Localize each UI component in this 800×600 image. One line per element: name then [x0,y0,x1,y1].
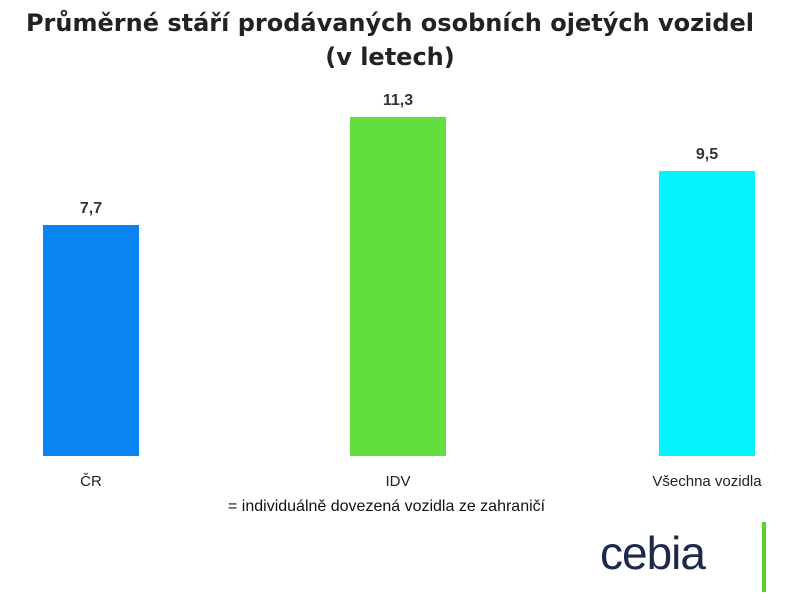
data-label-idv: 11,3 [383,92,413,109]
category-labels-group: ČR IDV Všechna vozidla [80,473,762,490]
bar-idv [350,117,446,456]
data-label-vsechna-vozidla: 9,5 [696,146,718,163]
chart-title-line-2: (v letech) [325,43,455,71]
data-label-cr: 7,7 [80,200,102,217]
category-label-idv: IDV [385,473,410,490]
bar-vsechna-vozidla [659,171,755,456]
cebia-logo-accent-bar [762,522,766,592]
category-label-vsechna-vozidla: Všechna vozidla [652,473,762,490]
cebia-logo-wordmark: cebia [600,527,706,579]
footnote: = individuálně dovezená vozidla ze zahra… [228,498,546,515]
value-labels-group: 7,7 11,3 9,5 [80,92,718,217]
chart-title: Průměrné stáří prodávaných osobních ojet… [0,6,780,74]
cebia-logo: cebia [600,522,780,592]
category-label-cr: ČR [80,473,102,490]
bar-cr [43,225,139,456]
chart-title-line-1: Průměrné stáří prodávaných osobních ojet… [25,9,755,37]
bars-group [43,117,755,456]
